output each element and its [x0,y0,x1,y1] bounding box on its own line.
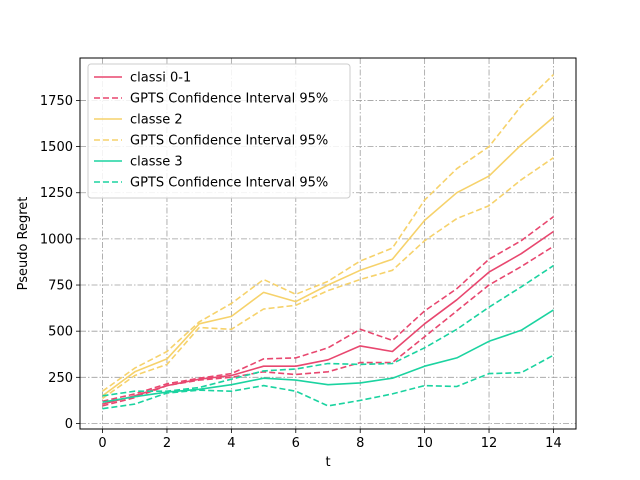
x-tick-label: 6 [292,436,300,451]
x-tick-label: 0 [98,436,106,451]
legend-label: GPTS Confidence Interval 95% [130,92,328,107]
series-line-4 [102,74,555,392]
y-axis-label: Pseudo Regret [16,197,31,291]
legend-label: GPTS Confidence Interval 95% [130,134,328,149]
x-tick-label: 2 [163,436,171,451]
y-tick-label: 1000 [40,232,73,247]
plot-frame [79,57,577,430]
axis-ticks: 0 2 4 6 8 10 12 14 0 250 500 750 1000 1250 1500 1750 [40,94,562,451]
legend-box [87,63,351,199]
x-tick-label: 10 [416,436,433,451]
x-tick-label: 4 [227,436,235,451]
series-line-1 [102,216,554,403]
y-tick-label: 750 [48,279,73,294]
legend-label: classi 0-1 [130,71,191,86]
series-line-8 [102,354,554,410]
x-tick-label: 8 [356,436,364,451]
y-tick-label: 500 [48,325,73,340]
y-tick-label: 0 [65,417,73,432]
series-line-2 [102,245,554,407]
y-tick-label: 250 [48,371,73,386]
legend-label: classe 2 [130,113,183,128]
x-tick-label: 14 [545,436,562,451]
legend-label: GPTS Confidence Interval 95% [130,176,328,191]
series-line-5 [102,157,554,400]
series-line-7 [102,264,554,397]
y-tick-label: 1250 [40,186,73,201]
series-lines [102,74,555,410]
legend: classi 0-1 GPTS Confidence Interval 95% cl… [87,63,351,199]
series-line-0 [102,230,554,405]
series-line-6 [102,309,554,403]
series-line-3 [102,116,555,397]
x-tick-label: 12 [481,436,498,451]
x-axis-label: t [325,455,330,470]
y-tick-label: 1500 [40,140,73,155]
y-tick-label: 1750 [40,94,73,109]
legend-label: classe 3 [130,155,183,170]
